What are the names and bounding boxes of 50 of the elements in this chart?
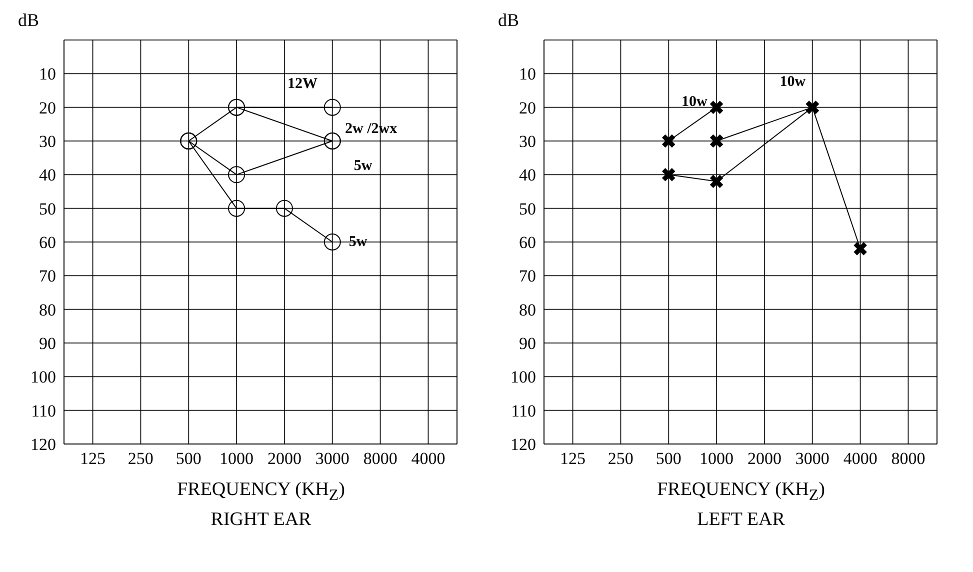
text: RIGHT EAR [210, 508, 312, 532]
y-tick-label: 80 [39, 300, 56, 320]
y-tick-label: 120 [30, 435, 56, 454]
x-tick-label: 2000 [747, 449, 782, 468]
annotation: 10w [682, 93, 708, 112]
x-tick-label: 125 [560, 449, 586, 468]
y-tick-label: 90 [39, 334, 56, 354]
y-axis-title: dB [18, 10, 40, 31]
x-tick-label: 1000 [700, 449, 734, 468]
x-tick-label: 500 [176, 449, 202, 468]
y-tick-label: 20 [39, 98, 56, 118]
y-tick-label: 30 [519, 132, 536, 152]
x-tick-label: 4000 [843, 449, 878, 468]
x-axis-title: FREQUENCY (KH$_{Z}$) [176, 478, 346, 506]
x-tick-label: 8000 [891, 449, 926, 468]
y-tick-label: 10 [39, 64, 56, 84]
x-tick-label: 3000 [795, 449, 830, 468]
y-tick-label: 50 [519, 199, 536, 218]
y-tick-label: 40 [519, 166, 536, 185]
y-tick-label: 120 [510, 435, 536, 454]
y-tick-label: 70 [519, 266, 536, 286]
x-tick-label: 125 [80, 449, 106, 468]
y-tick-label: 10 [519, 64, 536, 84]
x-tick-label: 2000 [267, 449, 302, 468]
y-tick-label: 100 [30, 368, 56, 387]
y-tick-label: 100 [510, 368, 536, 387]
y-tick-label: 70 [39, 266, 56, 286]
y-axis-title: dB [498, 10, 520, 31]
x-tick-label: 1000 [220, 449, 254, 468]
x-tick-label: 8000 [363, 449, 398, 468]
text: LEFT EAR [696, 508, 786, 532]
y-tick-label: 60 [519, 233, 536, 252]
annotation: 10w [780, 73, 806, 92]
y-tick-label: 60 [39, 233, 56, 252]
y-tick-label: 110 [511, 401, 536, 420]
y-tick-label: 90 [519, 334, 536, 354]
x-axis-title: FREQUENCY (KH$_{Z}$) [656, 478, 826, 506]
y-tick-label: 30 [39, 132, 56, 152]
annotation: 12W [288, 74, 318, 93]
x-tick-label: 3000 [315, 449, 350, 468]
y-tick-label: 20 [519, 98, 536, 118]
annotation: 5w [354, 157, 372, 176]
y-tick-label: 40 [39, 166, 56, 185]
x-tick-label: 500 [656, 449, 682, 468]
x-tick-label: 250 [128, 449, 154, 468]
y-tick-label: 110 [31, 401, 56, 420]
y-tick-label: 50 [39, 199, 56, 218]
x-tick-label: 4000 [411, 449, 446, 468]
x-tick-label: 250 [608, 449, 634, 468]
y-tick-label: 80 [519, 300, 536, 320]
